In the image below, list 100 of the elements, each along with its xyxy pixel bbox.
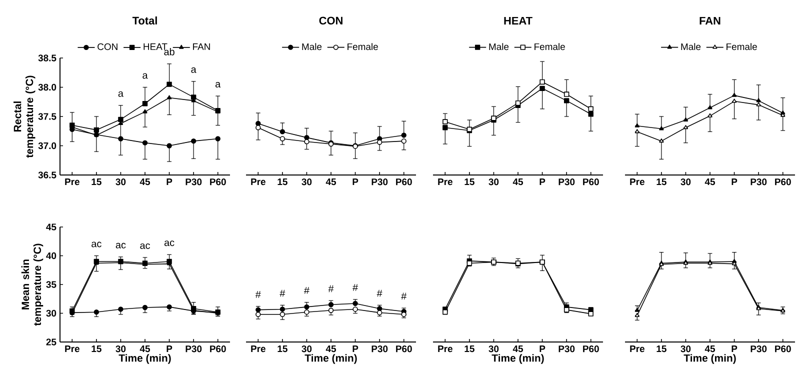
x-axis-title: Time (min) [304, 354, 357, 364]
x-tick-label: 45 [512, 178, 523, 186]
legend-label: Male [681, 43, 701, 50]
x-tick-label: P60 [583, 346, 599, 352]
x-tick-label: P [540, 346, 546, 352]
x-tick-label: P [352, 178, 358, 186]
y-tick-label: 36.5 [38, 172, 56, 178]
y-axis-title: Rectal temperature (°C) [14, 76, 36, 158]
x-tick-label: P [732, 178, 738, 186]
x-tick-label: 30 [680, 346, 691, 352]
x-tick-label: 45 [140, 346, 150, 352]
annotation: # [376, 290, 382, 297]
legend-label: FAN [193, 43, 210, 50]
chart-title: HEAT [504, 16, 532, 24]
annotation: ac [116, 242, 126, 248]
y-tick-label: 37.0 [38, 142, 56, 150]
annotation: ac [92, 242, 102, 248]
x-tick-label: 30 [488, 178, 499, 186]
x-tick-label: 30 [116, 346, 126, 352]
x-tick-label: P30 [750, 346, 767, 352]
x-tick-label: P30 [750, 178, 767, 186]
legend-label: HEAT [144, 43, 168, 50]
x-tick-label: Pre [438, 178, 452, 186]
x-tick-label: 15 [278, 346, 288, 352]
x-axis-title: Time (min) [492, 354, 544, 364]
x-tick-label: 15 [656, 346, 666, 352]
x-tick-label: 15 [92, 178, 102, 186]
annotation: # [401, 292, 407, 300]
annotation: # [328, 285, 334, 292]
chart-title: CON [319, 16, 342, 24]
y-tick-label: 45 [46, 224, 56, 230]
annotation: # [255, 291, 261, 298]
x-tick-label: P [352, 346, 358, 352]
y-tick-label: 38.0 [38, 84, 56, 91]
x-tick-label: P30 [186, 346, 202, 352]
x-axis-title: Time (min) [684, 354, 736, 364]
legend-label: Female [348, 43, 378, 50]
annotation: # [304, 286, 310, 294]
x-tick-label: Pre [65, 346, 80, 352]
chart-title: FAN [700, 16, 720, 24]
x-tick-label: 45 [704, 346, 716, 352]
x-tick-label: 30 [680, 178, 691, 186]
x-tick-label: 30 [302, 178, 312, 186]
x-tick-label: P30 [558, 346, 575, 352]
x-tick-label: P [166, 178, 172, 186]
x-tick-label: 15 [656, 178, 666, 186]
x-tick-label: 45 [326, 178, 336, 186]
legend-label: Female [534, 43, 565, 50]
annotation: ac [164, 240, 174, 246]
annotation: a [118, 91, 124, 97]
x-tick-label: 45 [140, 178, 150, 186]
legend-label: Male [302, 43, 322, 50]
chart-title: Total [132, 16, 157, 24]
x-tick-label: Pre [630, 346, 644, 352]
x-tick-label: P [732, 346, 738, 352]
x-tick-label: P60 [775, 178, 791, 186]
annotation: a [142, 73, 148, 79]
x-tick-label: 30 [302, 346, 312, 352]
x-tick-label: P30 [558, 178, 575, 186]
annotation: # [280, 290, 286, 297]
x-tick-label: Pre [251, 346, 266, 352]
legend-label: Male [489, 43, 509, 50]
text: ab [164, 48, 174, 56]
annotation: # [352, 284, 358, 291]
annotation: ac [140, 244, 150, 249]
legend-label: Female [726, 43, 757, 50]
y-tick-label: 30 [46, 310, 56, 317]
x-tick-label: P60 [396, 346, 412, 352]
x-tick-label: 45 [704, 178, 716, 186]
x-tick-label: 15 [92, 346, 102, 352]
x-tick-label: 15 [278, 178, 288, 186]
x-tick-label: 45 [512, 346, 523, 352]
x-tick-label: P [540, 178, 546, 186]
x-tick-label: P60 [210, 346, 226, 352]
x-tick-label: Pre [251, 178, 266, 186]
x-tick-label: P30 [186, 178, 202, 186]
x-tick-label: Pre [630, 178, 644, 186]
x-tick-label: 15 [464, 178, 474, 186]
y-tick-label: 25 [46, 338, 56, 346]
x-tick-label: Pre [65, 178, 80, 186]
x-tick-label: P60 [210, 178, 226, 186]
x-tick-label: 45 [326, 346, 336, 352]
x-tick-label: P60 [775, 346, 791, 352]
annotation: a [216, 82, 221, 88]
x-tick-label: P30 [372, 346, 388, 352]
y-tick-label: 37.5 [38, 113, 56, 120]
y-tick-label: 38.5 [38, 54, 56, 62]
x-tick-label: P60 [583, 178, 599, 186]
x-tick-label: Pre [438, 346, 452, 352]
y-tick-label: 40 [46, 252, 56, 260]
x-tick-label: 30 [116, 178, 126, 186]
legend-label: CON [98, 43, 118, 50]
x-tick-label: P60 [396, 178, 412, 186]
x-axis-title: Time (min) [118, 354, 171, 364]
y-tick-label: 35 [46, 281, 56, 288]
x-tick-label: 15 [464, 346, 474, 352]
x-tick-label: 30 [488, 346, 499, 352]
y-axis-title: Mean skin temperature (°C) [21, 244, 44, 326]
annotation: a [191, 67, 196, 73]
x-tick-label: P [166, 346, 172, 352]
